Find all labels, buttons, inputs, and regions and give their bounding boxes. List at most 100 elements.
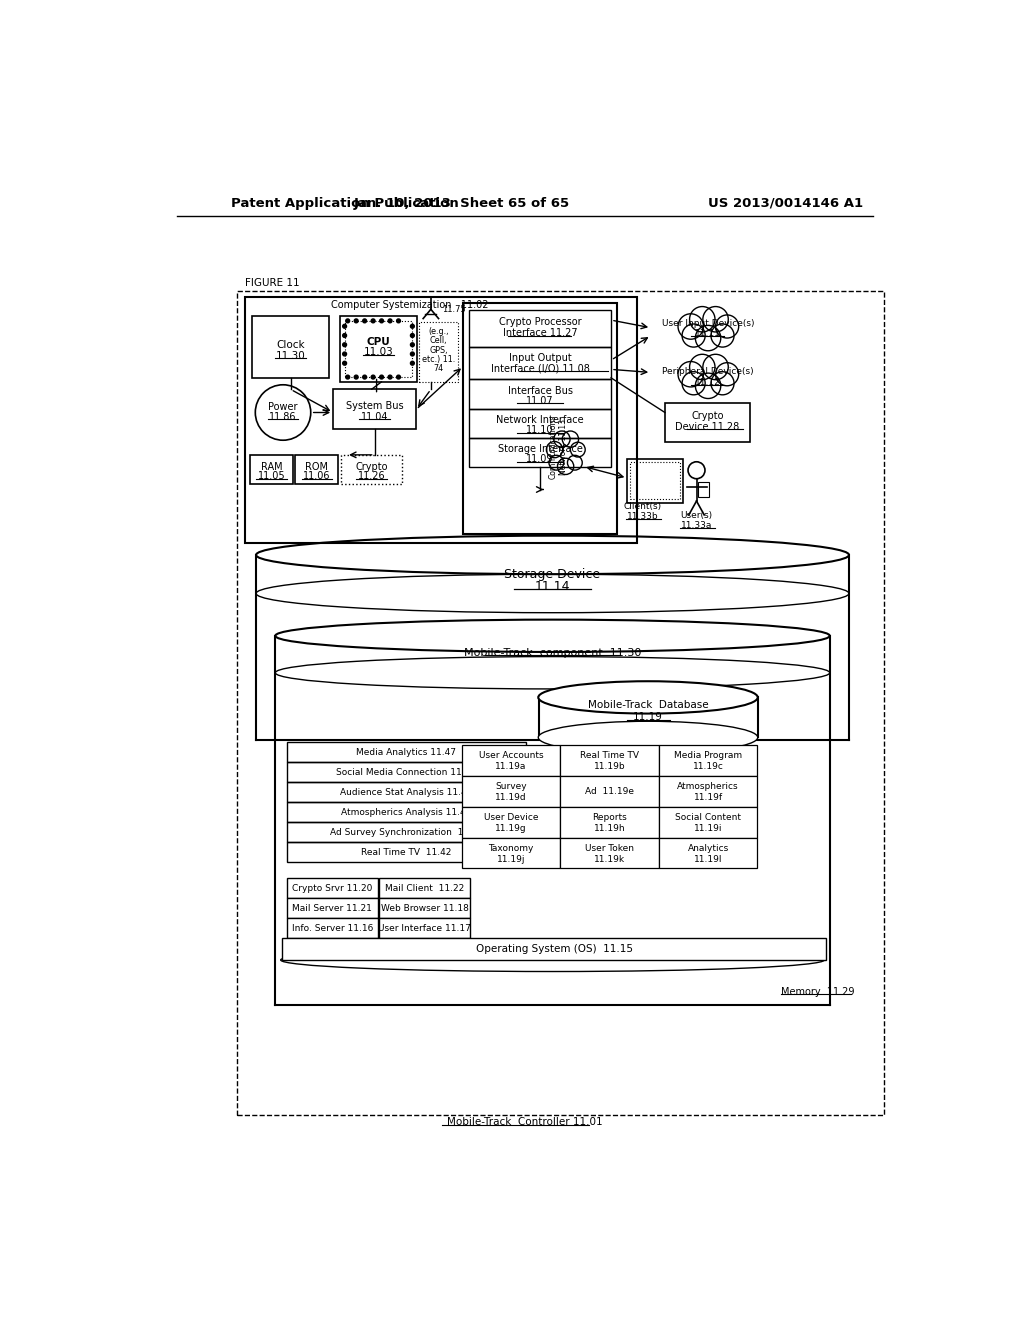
Bar (658, 744, 758, 776)
Text: 11.04: 11.04 (360, 412, 388, 422)
Text: 11.14: 11.14 (535, 579, 570, 593)
Bar (560, 776, 658, 807)
Bar (379, 899, 470, 919)
Bar (658, 807, 758, 838)
Text: Storage Interface: Storage Interface (498, 445, 583, 454)
Bar (379, 919, 470, 939)
Text: Mobile-Track  Database: Mobile-Track Database (588, 700, 709, 710)
Text: 11.05: 11.05 (258, 471, 286, 482)
Text: Info. Server 11.16: Info. Server 11.16 (292, 924, 373, 933)
Bar (560, 744, 658, 776)
Bar (340, 317, 417, 381)
Text: RAM: RAM (261, 462, 283, 473)
Circle shape (354, 375, 358, 379)
Bar (658, 838, 758, 869)
Bar (295, 455, 339, 484)
Text: Interface (I/O) 11.08: Interface (I/O) 11.08 (490, 363, 590, 374)
Circle shape (371, 319, 375, 323)
Ellipse shape (539, 721, 758, 754)
Text: Operating System (OS)  11.15: Operating System (OS) 11.15 (475, 944, 633, 954)
Bar (287, 781, 525, 803)
Bar (462, 776, 560, 807)
Text: Interface Bus: Interface Bus (508, 385, 572, 396)
Text: 11.09: 11.09 (526, 454, 554, 465)
Text: Cell,: Cell, (430, 337, 447, 346)
Text: 11.19d: 11.19d (496, 793, 526, 803)
Text: Social Media Connection 11.46: Social Media Connection 11.46 (336, 768, 476, 776)
Circle shape (388, 375, 392, 379)
Text: Mobile-Track  component  11.30: Mobile-Track component 11.30 (464, 648, 641, 657)
Text: Clock: Clock (276, 339, 305, 350)
Circle shape (343, 343, 346, 347)
Text: User(s): User(s) (680, 511, 713, 520)
Text: Reports: Reports (592, 813, 627, 822)
Bar (287, 878, 378, 899)
Bar (560, 838, 658, 869)
Text: 74: 74 (433, 364, 443, 374)
Text: Input Output: Input Output (509, 352, 571, 363)
Text: 11.19g: 11.19g (496, 824, 526, 833)
Bar (283, 939, 826, 960)
Text: Peripheral Device(s): Peripheral Device(s) (663, 367, 754, 376)
Circle shape (354, 319, 358, 323)
Text: 11.12: 11.12 (695, 378, 721, 387)
Text: 11.19a: 11.19a (496, 762, 526, 771)
Text: GPS,: GPS, (429, 346, 447, 355)
Text: Mail Server 11.21: Mail Server 11.21 (293, 904, 373, 913)
Text: ROM: ROM (305, 462, 329, 473)
Text: 11.19c: 11.19c (692, 762, 724, 771)
Text: CPU: CPU (367, 337, 390, 347)
Text: 11.19k: 11.19k (594, 854, 625, 863)
Text: 11.86: 11.86 (269, 412, 297, 422)
Text: Patent Application Publication: Patent Application Publication (230, 197, 459, 210)
Circle shape (362, 375, 367, 379)
Text: Communications
Network 11.13: Communications Network 11.13 (548, 414, 567, 479)
Text: Real Time TV: Real Time TV (580, 751, 639, 760)
Text: FIGURE 11: FIGURE 11 (245, 279, 299, 288)
Text: Analytics: Analytics (687, 843, 729, 853)
Circle shape (346, 375, 349, 379)
Bar (250, 455, 293, 484)
Bar (698, 482, 709, 498)
Text: 11.19h: 11.19h (594, 824, 626, 833)
Text: Real Time TV  11.42: Real Time TV 11.42 (361, 847, 452, 857)
Text: User Accounts: User Accounts (478, 751, 544, 760)
Circle shape (396, 319, 400, 323)
Text: 11.19l: 11.19l (694, 854, 722, 863)
Text: Media Program: Media Program (674, 751, 742, 760)
Circle shape (411, 343, 415, 347)
Text: 11.07: 11.07 (526, 396, 554, 407)
Bar (345, 321, 413, 378)
Text: 11.33a: 11.33a (681, 521, 713, 531)
Text: etc.) 11.: etc.) 11. (422, 355, 456, 364)
Text: User Device: User Device (483, 813, 539, 822)
Circle shape (343, 334, 346, 338)
Bar (252, 317, 330, 378)
Text: Network Interface: Network Interface (497, 416, 584, 425)
Text: Web Browser 11.18: Web Browser 11.18 (381, 904, 469, 913)
Bar (469, 409, 611, 438)
Circle shape (411, 325, 415, 329)
Text: 11.19i: 11.19i (694, 824, 722, 833)
Bar (469, 310, 611, 347)
Bar (628, 459, 683, 503)
Circle shape (343, 325, 346, 329)
Bar (665, 404, 750, 442)
Ellipse shape (539, 681, 758, 714)
Text: 11.19f: 11.19f (693, 793, 723, 803)
Bar (469, 347, 611, 379)
Text: Taxonomy: Taxonomy (488, 843, 534, 853)
Circle shape (411, 334, 415, 338)
Circle shape (388, 319, 392, 323)
Text: 11.11: 11.11 (695, 330, 721, 338)
Text: Survey: Survey (496, 783, 526, 791)
Bar (341, 455, 402, 484)
Text: Computer Systemization   11.02: Computer Systemization 11.02 (331, 300, 488, 310)
Circle shape (346, 319, 349, 323)
Text: 11.19: 11.19 (633, 713, 663, 722)
Text: Mobile-Track  Controller 11.01: Mobile-Track Controller 11.01 (447, 1118, 602, 1127)
Circle shape (380, 375, 384, 379)
Text: US 2013/0014146 A1: US 2013/0014146 A1 (708, 197, 863, 210)
Text: Client(s): Client(s) (624, 502, 662, 511)
Circle shape (396, 375, 400, 379)
